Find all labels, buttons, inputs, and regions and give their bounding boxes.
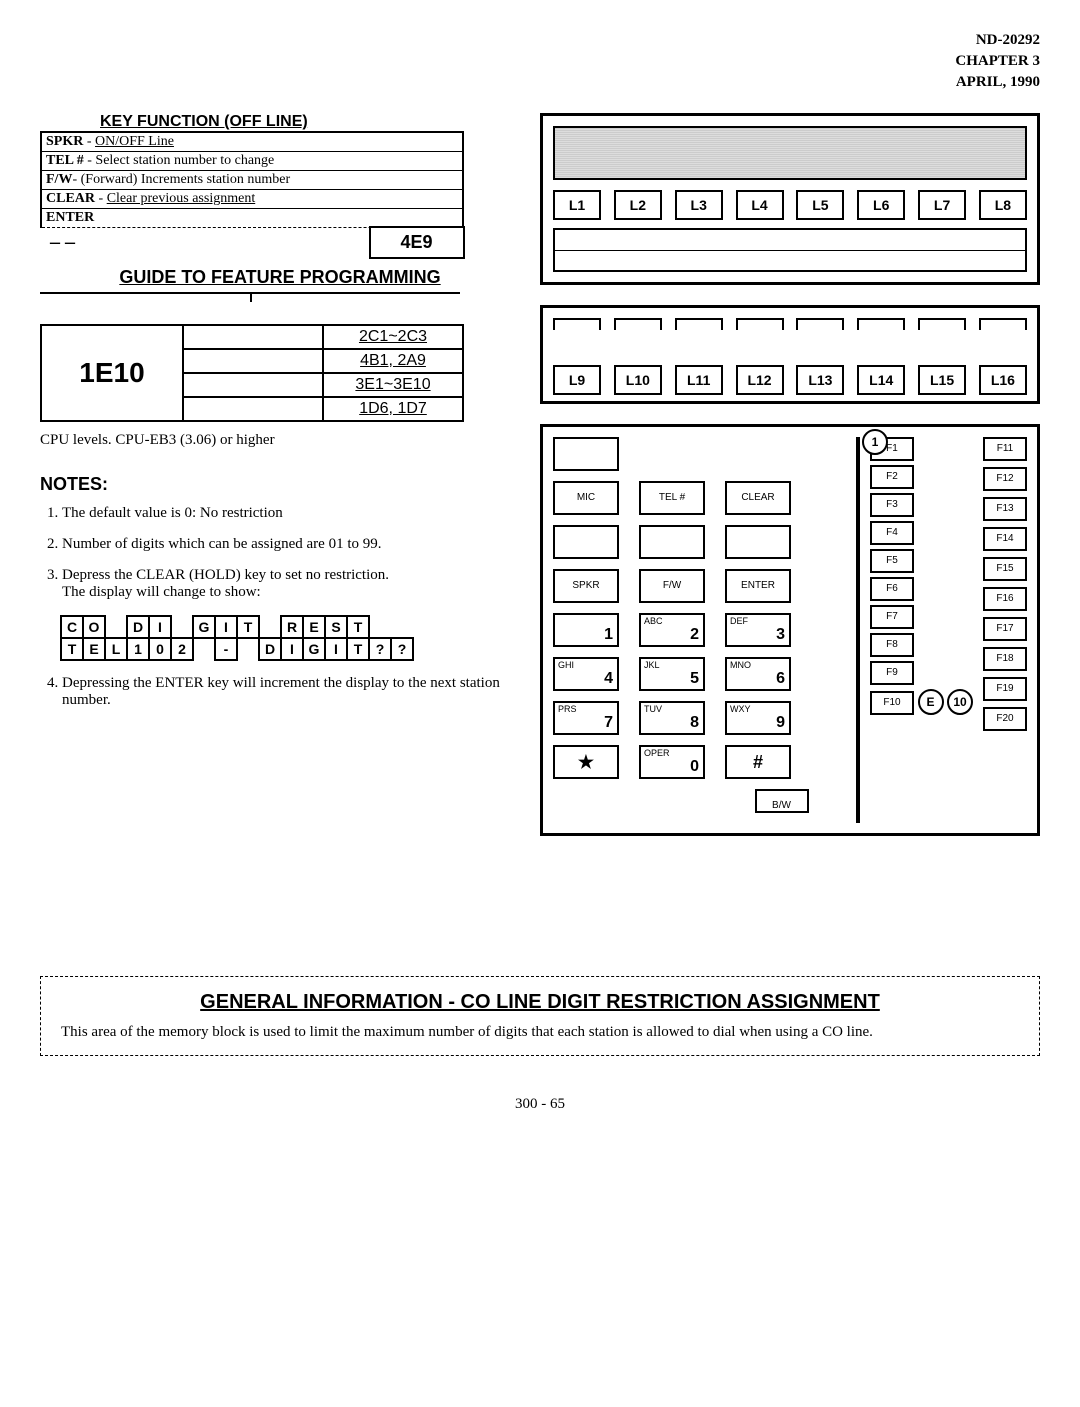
l2-button[interactable]: L2 [614, 190, 662, 220]
key-8[interactable]: TUV8 [639, 701, 705, 735]
circle-10: 10 [947, 689, 973, 715]
l11-button[interactable]: L11 [675, 365, 723, 395]
fw-key[interactable]: F/W [639, 569, 705, 603]
key-6[interactable]: MNO6 [725, 657, 791, 691]
f18-button[interactable]: F18 [983, 647, 1027, 671]
f6-button[interactable]: F6 [870, 577, 914, 601]
key-function-table: SPKR - ON/OFF Line TEL # - Select statio… [40, 131, 464, 228]
l6-button[interactable]: L6 [857, 190, 905, 220]
fn-col-a: 1 F1 F2 F3 F4 F5 F6 F7 F8 F9 F10 E 10 [870, 437, 973, 823]
f5-button[interactable]: F5 [870, 549, 914, 573]
f3-button[interactable]: F3 [870, 493, 914, 517]
f8-button[interactable]: F8 [870, 633, 914, 657]
l3-button[interactable]: L3 [675, 190, 723, 220]
doc-code: ND-20292 [40, 30, 1040, 51]
circle-1: 1 [862, 429, 888, 455]
key-star[interactable]: ★ [553, 745, 619, 779]
fn-col-b: F11 F12 F13 F14 F15 F16 F17 F18 F19 F20 [983, 437, 1027, 823]
f7-button[interactable]: F7 [870, 605, 914, 629]
key-function-title: KEY FUNCTION (OFF LINE) [100, 113, 520, 131]
letter-grid: CO DI GIT REST TEL102 - DIGIT?? [60, 615, 435, 661]
spkr-key[interactable]: SPKR [553, 569, 619, 603]
l9-button[interactable]: L9 [553, 365, 601, 395]
f2-button[interactable]: F2 [870, 465, 914, 489]
l4-button[interactable]: L4 [736, 190, 784, 220]
l-buttons-row-2: L9 L10 L11 L12 L13 L14 L15 L16 [553, 365, 1027, 395]
key-0[interactable]: OPER0 [639, 745, 705, 779]
l5-button[interactable]: L5 [796, 190, 844, 220]
code-4e9: 4E9 [369, 226, 465, 259]
key-hash[interactable]: # [725, 745, 791, 779]
f12-button[interactable]: F12 [983, 467, 1027, 491]
f20-button[interactable]: F20 [983, 707, 1027, 731]
enter-key[interactable]: ENTER [725, 569, 791, 603]
blank-key-2[interactable] [553, 525, 619, 559]
l13-button[interactable]: L13 [796, 365, 844, 395]
circle-e: E [918, 689, 944, 715]
doc-header: ND-20292 CHAPTER 3 APRIL, 1990 [40, 30, 1040, 93]
keypad-panel: MIC TEL # CLEAR SPKR F/W ENTER [540, 424, 1040, 836]
bw-key[interactable]: B/W [755, 789, 809, 813]
notes-heading: NOTES: [40, 474, 520, 495]
lcd-display [553, 126, 1027, 180]
mic-key[interactable]: MIC [553, 481, 619, 515]
l7-button[interactable]: L7 [918, 190, 966, 220]
lcd-panel-1: L1 L2 L3 L4 L5 L6 L7 L8 [540, 113, 1040, 285]
lcd-panel-2: L9 L10 L11 L12 L13 L14 L15 L16 [540, 305, 1040, 404]
l1-button[interactable]: L1 [553, 190, 601, 220]
clear-key[interactable]: CLEAR [725, 481, 791, 515]
key-1[interactable]: 1 [553, 613, 619, 647]
l16-button[interactable]: L16 [979, 365, 1027, 395]
f13-button[interactable]: F13 [983, 497, 1027, 521]
l14-button[interactable]: L14 [857, 365, 905, 395]
l10-button[interactable]: L10 [614, 365, 662, 395]
doc-chapter: CHAPTER 3 [40, 51, 1040, 72]
notes-list: The default value is 0: No restriction N… [40, 505, 520, 601]
key-7[interactable]: PRS7 [553, 701, 619, 735]
f14-button[interactable]: F14 [983, 527, 1027, 551]
l-buttons-row-1: L1 L2 L3 L4 L5 L6 L7 L8 [553, 190, 1027, 220]
cpu-line: CPU levels. CPU-EB3 (3.06) or higher [40, 432, 520, 449]
general-info-box: GENERAL INFORMATION - CO LINE DIGIT REST… [40, 976, 1040, 1056]
l15-button[interactable]: L15 [918, 365, 966, 395]
info-title: GENERAL INFORMATION - CO LINE DIGIT REST… [61, 991, 1019, 1014]
f11-button[interactable]: F11 [983, 437, 1027, 461]
blank-key[interactable] [553, 437, 619, 471]
e10-label: 1E10 [42, 326, 184, 420]
f19-button[interactable]: F19 [983, 677, 1027, 701]
guide-title: GUIDE TO FEATURE PROGRAMMING [40, 267, 520, 288]
info-body: This area of the memory block is used to… [61, 1024, 1019, 1041]
f4-button[interactable]: F4 [870, 521, 914, 545]
f15-button[interactable]: F15 [983, 557, 1027, 581]
l12-button[interactable]: L12 [736, 365, 784, 395]
f16-button[interactable]: F16 [983, 587, 1027, 611]
page-number: 300 - 65 [40, 1096, 1040, 1113]
key-5[interactable]: JKL5 [639, 657, 705, 691]
l8-button[interactable]: L8 [979, 190, 1027, 220]
doc-date: APRIL, 1990 [40, 72, 1040, 93]
key-3[interactable]: DEF3 [725, 613, 791, 647]
blank-key-4[interactable] [725, 525, 791, 559]
key-2[interactable]: ABC2 [639, 613, 705, 647]
key-4[interactable]: GHI4 [553, 657, 619, 691]
f17-button[interactable]: F17 [983, 617, 1027, 641]
f9-button[interactable]: F9 [870, 661, 914, 685]
tel-key[interactable]: TEL # [639, 481, 705, 515]
e10-table: 1E10 2C1~2C3 4B1, 2A9 3E1~3E10 1D6, 1D7 [40, 324, 464, 422]
f10-button[interactable]: F10 [870, 691, 914, 715]
blank-key-3[interactable] [639, 525, 705, 559]
key-9[interactable]: WXY9 [725, 701, 791, 735]
